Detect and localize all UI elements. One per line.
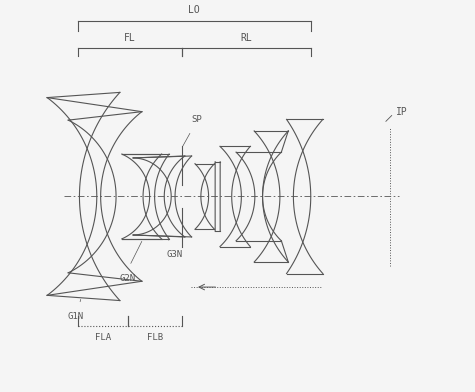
Text: SP: SP [191,115,202,124]
Text: RL: RL [240,33,252,44]
Text: G3N: G3N [166,250,182,260]
Text: FLB: FLB [147,333,162,342]
Text: G1N: G1N [68,312,84,321]
Text: FLA: FLA [95,333,111,342]
Text: FL: FL [124,33,135,44]
Text: G2N: G2N [120,274,136,283]
Text: IP: IP [396,107,407,117]
Text: LO: LO [188,5,200,15]
